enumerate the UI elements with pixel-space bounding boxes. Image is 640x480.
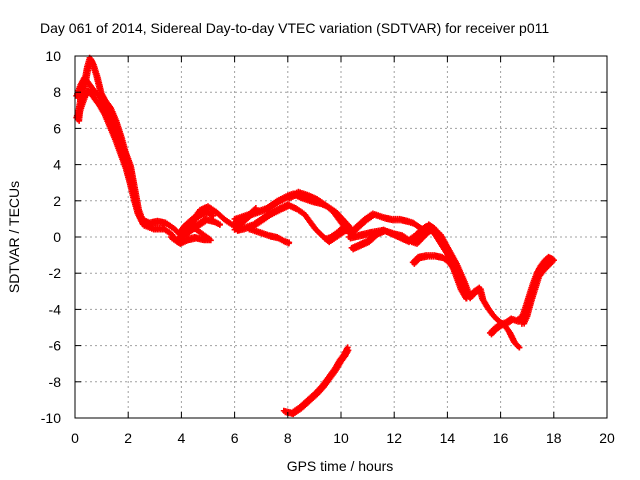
- data-point: [518, 320, 525, 327]
- x-tick-label: 4: [178, 430, 186, 446]
- data-point: [234, 227, 241, 234]
- y-tick-label: 0: [53, 229, 61, 245]
- y-tick-label: 4: [53, 157, 61, 173]
- y-tick-label: -10: [41, 410, 61, 426]
- ticks: 0 2 4 6 8 10 12 14 16 18 20 -10 -8 -6 -4 -2 0 2 4 6 8 10: [41, 48, 615, 446]
- x-axis-label: GPS time / hours: [287, 458, 394, 474]
- x-tick-label: 14: [440, 430, 456, 446]
- x-tick-label: 0: [71, 430, 79, 446]
- y-tick-label: -2: [49, 265, 62, 281]
- y-axis-label: SDTVAR / TECUs: [6, 181, 22, 293]
- y-tick-label: -4: [49, 301, 62, 317]
- y-tick-label: -6: [49, 338, 62, 354]
- x-tick-label: 18: [546, 430, 562, 446]
- x-tick-label: 2: [124, 430, 132, 446]
- y-tick-label: -8: [49, 374, 62, 390]
- data-point: [286, 239, 293, 246]
- y-tick-label: 10: [45, 48, 61, 64]
- data-point: [344, 344, 351, 351]
- y-tick-label: 2: [53, 193, 61, 209]
- data-point: [516, 344, 523, 351]
- data-point: [231, 226, 238, 233]
- y-tick-label: 8: [53, 84, 61, 100]
- chart-title: Day 061 of 2014, Sidereal Day-to-day VTE…: [40, 20, 549, 36]
- data-points: [73, 54, 557, 418]
- data-point: [325, 236, 332, 243]
- data-point: [210, 212, 217, 219]
- data-point: [322, 235, 329, 242]
- data-point: [216, 221, 223, 228]
- x-tick-label: 6: [231, 430, 239, 446]
- y-tick-label: 6: [53, 120, 61, 136]
- x-tick-label: 16: [493, 430, 509, 446]
- x-tick-label: 20: [599, 430, 615, 446]
- x-tick-label: 10: [333, 430, 349, 446]
- x-tick-label: 12: [386, 430, 402, 446]
- x-tick-label: 8: [284, 430, 292, 446]
